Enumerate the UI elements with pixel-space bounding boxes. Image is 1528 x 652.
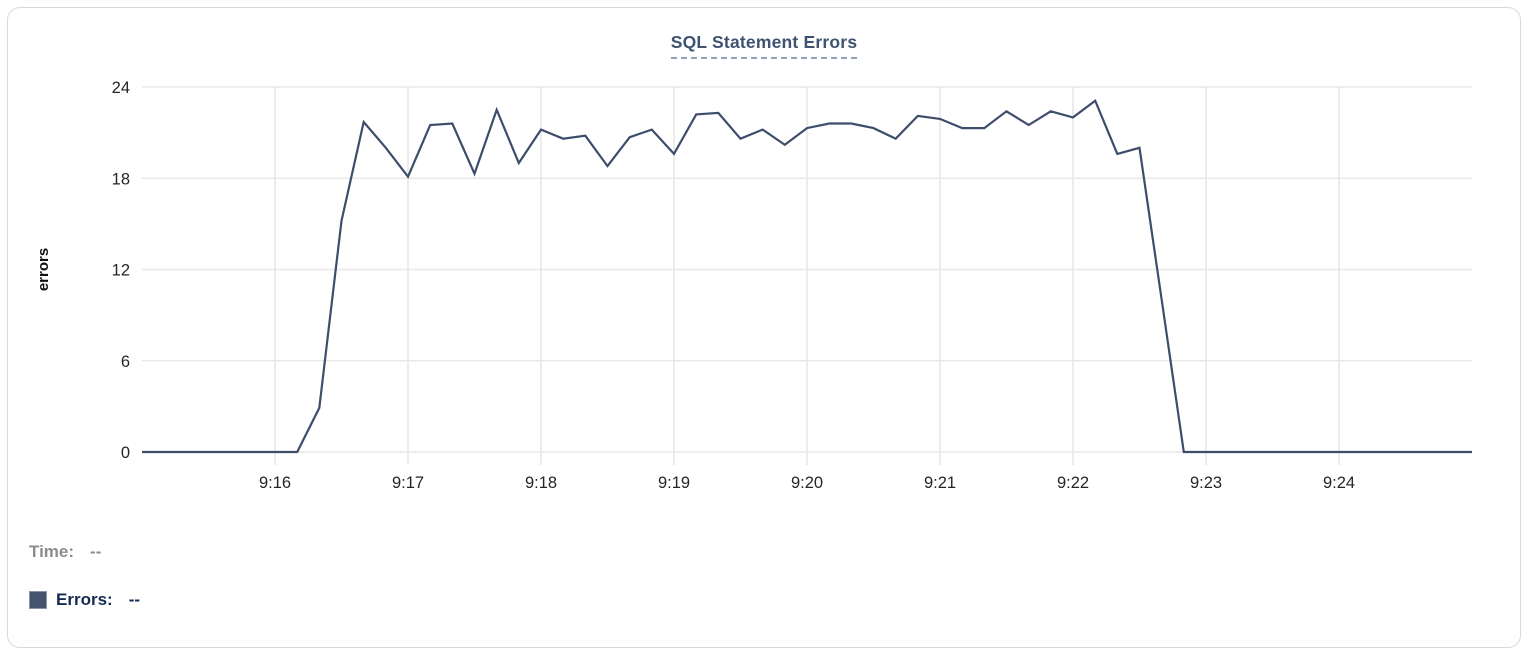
y-tick-label: 18	[112, 170, 130, 188]
x-tick-label: 9:21	[924, 474, 956, 492]
tooltip-errors-row: Errors: --	[29, 589, 140, 611]
x-tick-label: 9:19	[658, 474, 690, 492]
x-tick-label: 9:16	[259, 474, 291, 492]
x-tick-label: 9:17	[392, 474, 424, 492]
y-tick-label: 6	[121, 353, 130, 371]
chart-header: SQL Statement Errors	[8, 32, 1520, 59]
y-axis-title: errors	[35, 248, 52, 291]
chart-card: SQL Statement Errors 9:16 9:17 9:18 9:19 9:2…	[7, 7, 1521, 648]
errors-series-swatch-icon	[29, 591, 47, 609]
series-line-errors[interactable]	[142, 98, 1472, 454]
tooltip-errors-value: --	[128, 590, 141, 609]
x-tick-label: 9:23	[1190, 474, 1222, 492]
y-tick-label: 24	[112, 79, 130, 97]
tooltip-time-value: --	[90, 542, 102, 561]
errors-line-chart[interactable]: 9:16 9:17 9:18 9:19 9:20 9:21 9:22 9:23 9:24 0 6 12…	[8, 8, 1522, 520]
x-tick-label: 9:20	[791, 474, 823, 492]
y-tick-label: 0	[121, 444, 130, 462]
chart-title[interactable]: SQL Statement Errors	[670, 32, 858, 59]
x-tick-label: 9:24	[1323, 474, 1355, 492]
tooltip-time-row: Time: --	[29, 541, 101, 563]
y-tick-label: 12	[112, 262, 130, 280]
tooltip-errors-label: Errors:	[56, 590, 113, 609]
tooltip-time-label: Time:	[29, 542, 75, 561]
x-tick-label: 9:18	[525, 474, 557, 492]
x-tick-label: 9:22	[1057, 474, 1089, 492]
